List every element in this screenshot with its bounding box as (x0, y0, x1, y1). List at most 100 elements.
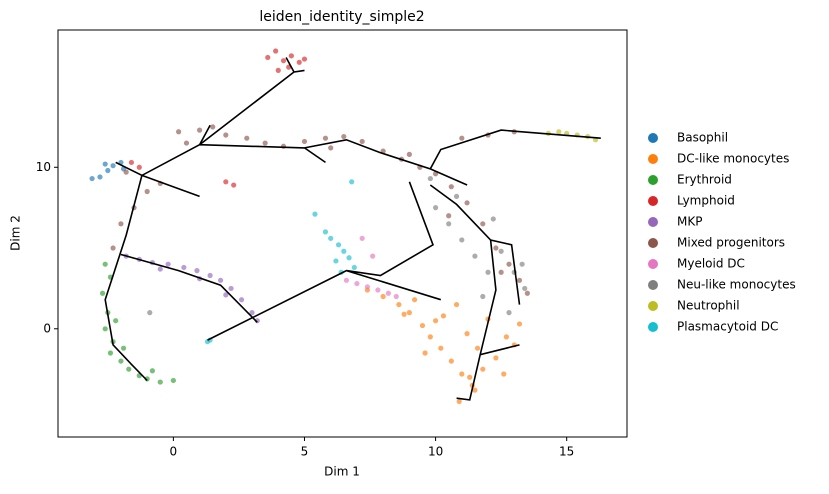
point (432, 318, 439, 324)
x-tick-label: 10 (428, 445, 443, 459)
point (349, 179, 355, 185)
point (341, 248, 347, 254)
point (301, 56, 308, 62)
point (346, 255, 352, 261)
point (453, 301, 460, 308)
point (157, 379, 163, 385)
point (472, 253, 478, 259)
legend-label: Neu-like monocytes (677, 278, 796, 292)
point (498, 269, 504, 275)
x-tick-label: 0 (170, 445, 178, 459)
point (144, 188, 150, 195)
legend-label: Neutrophil (677, 299, 740, 313)
legend-marker (648, 238, 658, 248)
legend-marker (648, 322, 658, 332)
point (393, 293, 399, 300)
point (183, 140, 190, 146)
point (432, 205, 439, 211)
point (322, 135, 329, 141)
legend-label: Mixed progenitors (677, 236, 785, 250)
point (438, 345, 444, 351)
point (204, 339, 211, 345)
point (464, 200, 470, 206)
point (265, 54, 271, 61)
point (170, 377, 176, 384)
point (448, 184, 454, 190)
point (136, 164, 142, 170)
point (343, 277, 350, 283)
point (228, 285, 234, 292)
point (102, 161, 108, 167)
point (110, 245, 116, 251)
point (181, 264, 187, 271)
point (385, 290, 391, 296)
point (359, 138, 365, 145)
point (335, 242, 342, 248)
point (328, 145, 334, 151)
x-axis-label: Dim 1 (324, 465, 360, 479)
point (333, 258, 339, 264)
point (380, 293, 386, 300)
point (231, 182, 237, 188)
point (196, 127, 203, 133)
point (354, 280, 360, 287)
point (446, 213, 452, 219)
legend-marker (648, 301, 658, 311)
point (113, 318, 119, 324)
point (474, 345, 481, 351)
point (328, 235, 334, 241)
point (110, 163, 116, 169)
point (498, 248, 504, 254)
point (118, 221, 124, 227)
point (370, 253, 376, 259)
trajectory (104, 57, 601, 401)
legend-label: MKP (677, 215, 702, 229)
point (401, 311, 407, 317)
point (105, 167, 111, 174)
legend-label: DC-like monocytes (677, 152, 789, 166)
legend-label: Myeloid DC (677, 257, 745, 271)
point (280, 58, 287, 64)
legend-label: Erythroid (677, 173, 732, 187)
point (472, 387, 478, 393)
point (493, 245, 499, 251)
point (501, 371, 507, 377)
point (519, 261, 525, 267)
point (244, 135, 250, 141)
point (406, 151, 412, 157)
point (312, 211, 318, 217)
point (480, 221, 486, 227)
point (118, 358, 124, 364)
point (524, 290, 530, 296)
point (223, 132, 229, 138)
point (157, 266, 163, 272)
point (556, 129, 562, 135)
point (490, 216, 496, 222)
point (427, 334, 433, 340)
point (406, 310, 412, 316)
y-axis-label: Dim 2 (9, 215, 23, 251)
point (459, 237, 465, 243)
legend-marker (648, 259, 658, 269)
point (126, 366, 132, 372)
point (223, 292, 229, 298)
point (453, 193, 460, 199)
x-tick-label: 5 (301, 445, 309, 459)
point (341, 133, 347, 140)
point (364, 284, 371, 290)
chart-title: leiden_identity_simple2 (259, 9, 424, 25)
legend-label: Plasmacytoid DC (677, 320, 778, 334)
point (459, 371, 465, 377)
point (210, 124, 216, 130)
point (275, 67, 281, 73)
legend-marker (648, 280, 658, 290)
point (194, 268, 200, 274)
point (440, 313, 447, 319)
point (456, 398, 462, 405)
point (296, 59, 302, 65)
point (485, 269, 491, 275)
point (464, 331, 470, 337)
point (99, 290, 106, 296)
point (123, 169, 129, 175)
